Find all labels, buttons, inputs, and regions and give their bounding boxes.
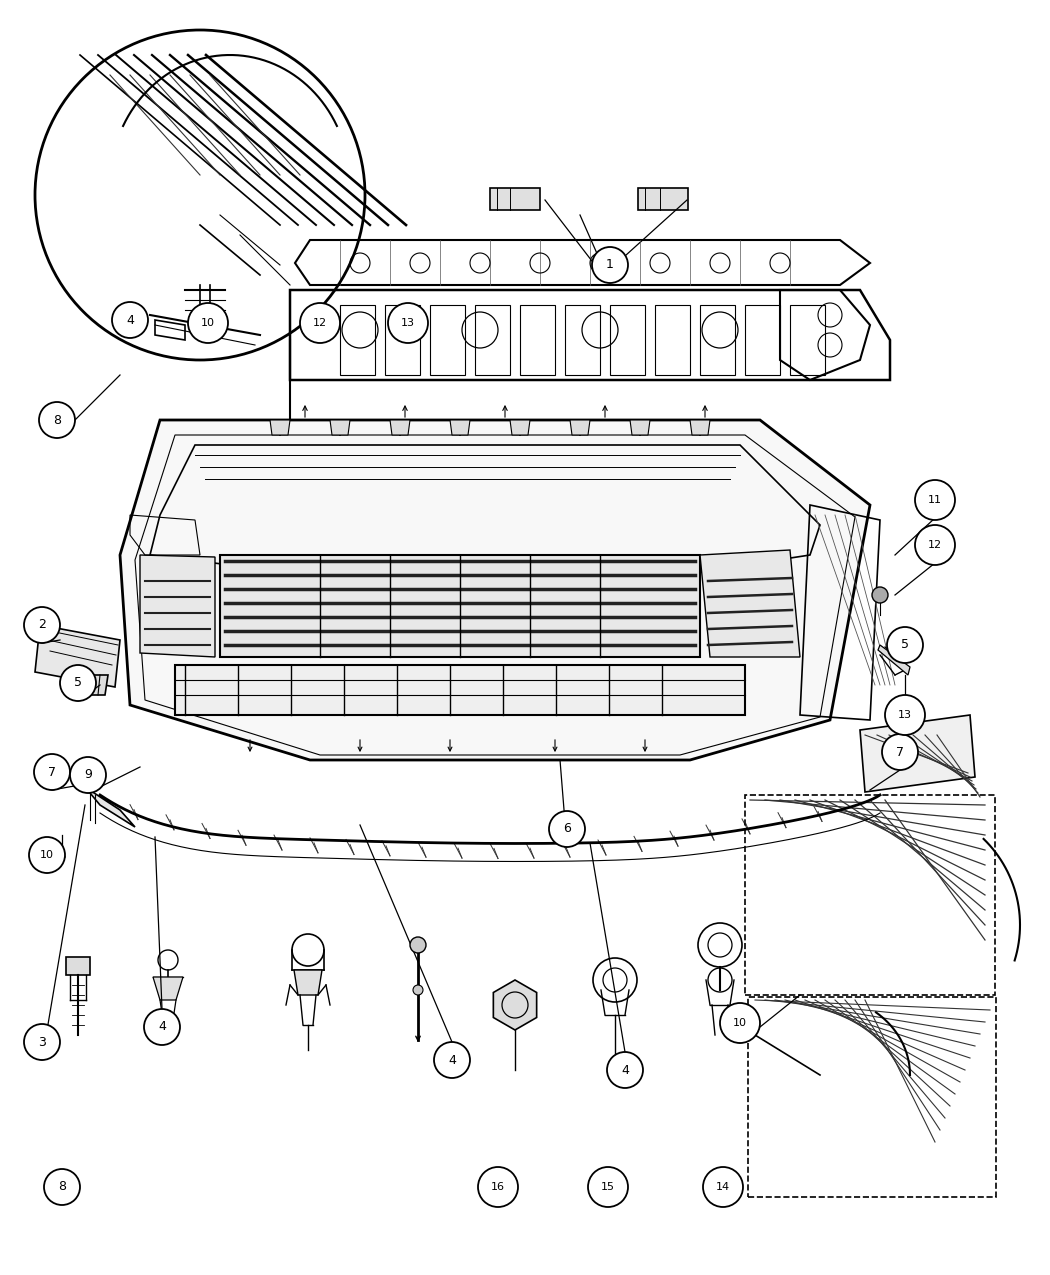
Text: 10: 10 <box>40 850 54 861</box>
Text: 12: 12 <box>313 317 327 328</box>
Circle shape <box>478 1167 518 1207</box>
Text: 13: 13 <box>898 710 912 720</box>
Text: 15: 15 <box>601 1182 615 1192</box>
Circle shape <box>704 1167 743 1207</box>
Circle shape <box>70 757 106 793</box>
Polygon shape <box>630 419 650 435</box>
Circle shape <box>24 607 60 643</box>
Text: 16: 16 <box>491 1182 505 1192</box>
Text: 8: 8 <box>58 1181 66 1193</box>
Circle shape <box>388 303 428 343</box>
Polygon shape <box>153 977 183 1000</box>
Polygon shape <box>494 980 537 1030</box>
Bar <box>565 305 600 375</box>
Polygon shape <box>120 419 870 760</box>
Bar <box>340 305 375 375</box>
Circle shape <box>29 836 65 873</box>
Circle shape <box>413 986 423 994</box>
Polygon shape <box>510 419 530 435</box>
Polygon shape <box>570 419 590 435</box>
Bar <box>490 187 540 210</box>
Bar <box>700 305 735 375</box>
Bar <box>638 187 688 210</box>
Polygon shape <box>860 715 975 792</box>
Circle shape <box>915 479 956 520</box>
Bar <box>430 305 465 375</box>
Bar <box>610 305 645 375</box>
Bar <box>475 305 510 375</box>
Circle shape <box>592 247 628 283</box>
Circle shape <box>607 1052 643 1088</box>
Circle shape <box>872 586 888 603</box>
Text: 7: 7 <box>48 765 56 779</box>
Circle shape <box>434 1042 470 1077</box>
Polygon shape <box>878 645 910 674</box>
Polygon shape <box>294 970 322 994</box>
Bar <box>790 305 825 375</box>
Circle shape <box>44 1169 80 1205</box>
Polygon shape <box>140 555 215 657</box>
Polygon shape <box>330 419 350 435</box>
Bar <box>220 555 700 657</box>
Bar <box>520 305 555 375</box>
Circle shape <box>882 734 918 770</box>
Circle shape <box>915 525 956 565</box>
Polygon shape <box>85 787 135 827</box>
Text: 12: 12 <box>928 541 942 550</box>
Polygon shape <box>450 419 470 435</box>
Bar <box>655 305 690 375</box>
Text: 4: 4 <box>126 314 134 326</box>
Text: 5: 5 <box>74 677 82 690</box>
Text: 6: 6 <box>563 822 571 835</box>
Circle shape <box>720 1003 760 1043</box>
Text: 2: 2 <box>38 618 46 631</box>
Text: 4: 4 <box>448 1053 456 1066</box>
Text: 4: 4 <box>159 1020 166 1034</box>
Circle shape <box>410 937 426 952</box>
Text: 10: 10 <box>201 317 215 328</box>
Polygon shape <box>690 419 710 435</box>
Text: 14: 14 <box>716 1182 730 1192</box>
Text: 1: 1 <box>606 259 614 272</box>
Text: 11: 11 <box>928 495 942 505</box>
Text: 10: 10 <box>733 1017 747 1028</box>
Circle shape <box>188 303 228 343</box>
Polygon shape <box>700 550 800 657</box>
Polygon shape <box>85 674 108 695</box>
Text: 8: 8 <box>52 413 61 427</box>
Polygon shape <box>270 419 290 435</box>
Text: 3: 3 <box>38 1035 46 1048</box>
Text: 4: 4 <box>621 1063 629 1076</box>
Text: 5: 5 <box>901 639 909 652</box>
Circle shape <box>24 1024 60 1060</box>
Bar <box>746 796 995 994</box>
Polygon shape <box>35 625 120 687</box>
Bar <box>175 666 746 715</box>
Circle shape <box>60 666 96 701</box>
Text: 9: 9 <box>84 769 92 782</box>
Circle shape <box>34 754 70 790</box>
Circle shape <box>39 402 75 439</box>
Bar <box>66 958 90 975</box>
Polygon shape <box>390 419 410 435</box>
Circle shape <box>549 811 585 847</box>
Bar <box>748 997 996 1197</box>
Bar <box>746 305 780 375</box>
Circle shape <box>144 1009 180 1046</box>
Circle shape <box>885 695 925 734</box>
Circle shape <box>112 302 148 338</box>
Bar <box>385 305 420 375</box>
Circle shape <box>887 627 923 663</box>
Circle shape <box>300 303 340 343</box>
Circle shape <box>588 1167 628 1207</box>
Text: 13: 13 <box>401 317 415 328</box>
Text: 7: 7 <box>896 746 904 759</box>
